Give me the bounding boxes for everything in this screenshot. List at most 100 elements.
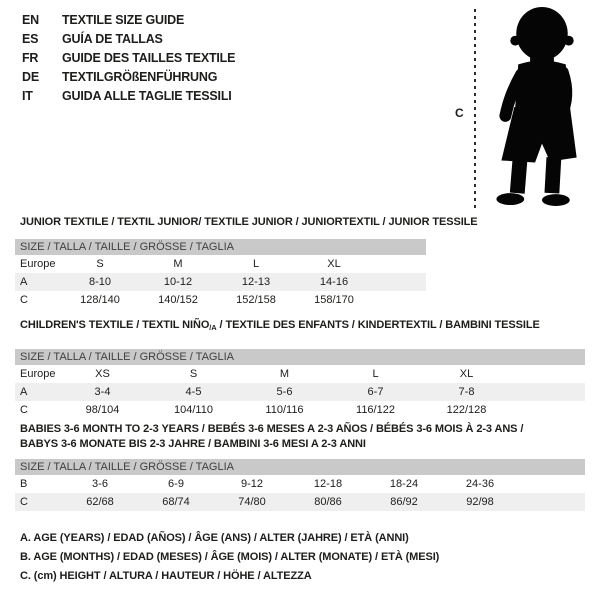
table-cell-empty	[512, 365, 585, 383]
table-cell: 9-12	[240, 478, 264, 490]
table-cell: 6-7	[330, 383, 421, 401]
table-cell: 74/80	[214, 493, 290, 511]
table-cell: 92/98	[442, 493, 518, 511]
table-cell: 12-13	[217, 273, 295, 291]
table-cell: 122/128	[446, 404, 487, 416]
toddler-silhouette-icon	[496, 6, 577, 207]
legend-notes: A. AGE (YEARS) / EDAD (AÑOS) / ÂGE (ANS)…	[20, 529, 439, 586]
table-cell: M	[173, 258, 183, 270]
row-label: C	[20, 404, 28, 416]
section-title-children: CHILDREN'S TEXTILE / TEXTIL NIÑO/A / TEX…	[20, 319, 540, 332]
table-cell: 98/104	[85, 404, 120, 416]
table-cell-empty	[373, 255, 426, 273]
table-cell: 14-16	[295, 273, 373, 291]
children-size-table: SIZE / TALLA / TAILLE / GRÖSSE / TAGLIA …	[15, 349, 586, 419]
language-row: FR GUIDE DES TAILLES TEXTILE	[22, 49, 235, 68]
table-cell: 152/158	[236, 294, 276, 306]
row-label: Europe	[20, 368, 56, 380]
table-cell: 86/92	[366, 493, 442, 511]
table-row: Europe S M L XL	[15, 255, 426, 273]
table-cell: 128/140	[80, 294, 120, 306]
table-row: B 3-6 6-9 9-12 12-18 18-24 24-36	[15, 475, 585, 493]
section-title-children-post: / TEXTILE DES ENFANTS / KINDERTEXTIL / B…	[216, 319, 540, 331]
size-header-row: SIZE / TALLA / TAILLE / GRÖSSE / TAGLIA	[15, 349, 586, 365]
table-cell: 3-6	[92, 478, 108, 490]
size-header-label: SIZE / TALLA / TAILLE / GRÖSSE / TAGLIA	[15, 349, 586, 365]
row-label: A	[15, 273, 61, 291]
table-cell-empty	[373, 273, 427, 291]
table-cell-empty	[512, 401, 585, 419]
table-cell: 3-4	[57, 383, 148, 401]
table-cell: 7-8	[421, 383, 512, 401]
height-measure-label: C	[455, 106, 464, 120]
table-cell: 18-24	[389, 478, 419, 490]
table-cell-empty	[512, 383, 586, 401]
legend-note-age-months: B. AGE (MONTHS) / EDAD (MESES) / ÂGE (MO…	[20, 551, 440, 563]
table-cell: 68/74	[138, 493, 214, 511]
language-row: IT GUIDA ALLE TAGLIE TESSILI	[22, 87, 235, 106]
babies-size-table: SIZE / TALLA / TAILLE / GRÖSSE / TAGLIA …	[15, 459, 586, 511]
language-code: IT	[22, 89, 33, 103]
row-label: Europe	[20, 258, 56, 270]
row-label: B	[20, 478, 28, 490]
table-cell: XL	[459, 368, 474, 380]
guide-title: GUÍA DE TALLAS	[62, 32, 163, 46]
section-title-babies-line1: BABIES 3-6 MONTH TO 2-3 YEARS / BEBÉS 3-…	[20, 423, 524, 435]
table-cell: 8-10	[61, 273, 139, 291]
language-title-list: EN TEXTILE SIZE GUIDE ES GUÍA DE TALLAS …	[22, 11, 235, 106]
language-code: EN	[22, 13, 39, 27]
table-cell: 104/110	[174, 404, 213, 416]
language-code: ES	[22, 32, 39, 46]
table-cell: 158/170	[314, 294, 354, 306]
guide-title: TEXTILGRÖßENFÜHRUNG	[62, 70, 218, 84]
table-cell: L	[372, 368, 379, 380]
table-cell: 62/68	[62, 493, 138, 511]
height-measure-dashed-line	[474, 9, 476, 208]
size-header-row: SIZE / TALLA / TAILLE / GRÖSSE / TAGLIA	[15, 239, 427, 255]
table-row: C 128/140 140/152 152/158 158/170	[15, 291, 426, 309]
table-cell: 116/122	[356, 404, 395, 416]
language-row: ES GUÍA DE TALLAS	[22, 30, 235, 49]
table-cell: L	[252, 258, 260, 270]
row-label: C	[20, 294, 28, 306]
table-cell: 110/116	[265, 404, 304, 416]
table-cell: 6-9	[168, 478, 184, 490]
row-label: A	[15, 383, 57, 401]
guide-title: GUIDA ALLE TAGLIE TESSILI	[62, 89, 232, 103]
section-title-babies-line2: BABYS 3-6 MONATE BIS 2-3 JAHRE / BAMBINI…	[20, 438, 366, 450]
table-cell: S	[189, 368, 198, 380]
table-cell: XL	[327, 258, 341, 270]
table-cell: 10-12	[139, 273, 217, 291]
legend-note-age-years: A. AGE (YEARS) / EDAD (AÑOS) / ÂGE (ANS)…	[20, 532, 409, 544]
table-row: C 62/68 68/74 74/80 80/86 86/92 92/98	[15, 493, 586, 511]
section-title-children-pre: CHILDREN'S TEXTILE / TEXTIL NIÑO	[20, 319, 210, 331]
table-cell: 4-5	[148, 383, 239, 401]
table-cell: S	[96, 258, 104, 270]
table-row: Europe XS S M L XL	[15, 365, 585, 383]
table-cell: 12-18	[313, 478, 343, 490]
size-header-row: SIZE / TALLA / TAILLE / GRÖSSE / TAGLIA	[15, 459, 586, 475]
table-cell: 24-36	[465, 478, 495, 490]
row-label: C	[15, 493, 62, 511]
language-row: EN TEXTILE SIZE GUIDE	[22, 11, 235, 30]
language-code: FR	[22, 51, 39, 65]
table-cell: 80/86	[290, 493, 366, 511]
table-row: A 8-10 10-12 12-13 14-16	[15, 273, 427, 291]
language-row: DE TEXTILGRÖßENFÜHRUNG	[22, 68, 235, 87]
table-cell: M	[279, 368, 290, 380]
table-cell: XS	[95, 368, 110, 380]
section-title-children-sub: /A	[209, 323, 217, 332]
table-row: A 3-4 4-5 5-6 6-7 7-8	[15, 383, 586, 401]
table-cell: 140/152	[158, 294, 198, 306]
section-title-babies: BABIES 3-6 MONTH TO 2-3 YEARS / BEBÉS 3-…	[20, 422, 580, 452]
size-header-label: SIZE / TALLA / TAILLE / GRÖSSE / TAGLIA	[15, 459, 586, 475]
table-cell: 5-6	[239, 383, 330, 401]
guide-title: GUIDE DES TAILLES TEXTILE	[62, 51, 236, 65]
table-cell-empty	[373, 291, 426, 309]
section-title-junior: JUNIOR TEXTILE / TEXTIL JUNIOR/ TEXTILE …	[20, 216, 478, 228]
guide-title: TEXTILE SIZE GUIDE	[62, 13, 185, 27]
table-cell-empty	[518, 475, 585, 493]
table-cell-empty	[518, 493, 586, 511]
junior-size-table: SIZE / TALLA / TAILLE / GRÖSSE / TAGLIA …	[15, 239, 427, 309]
